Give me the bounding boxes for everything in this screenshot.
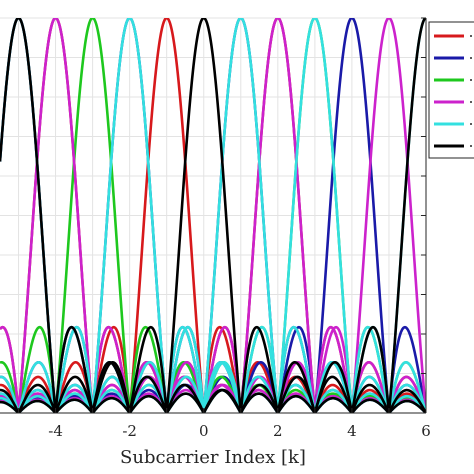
x-tick-label: -2 [122, 422, 137, 440]
series-2-line [0, 18, 426, 413]
x-tick-labels: -4 -2 0 2 4 6 [48, 422, 431, 440]
series-5-line [0, 18, 426, 413]
legend-box [428, 21, 474, 159]
series-6-line [0, 18, 426, 413]
series-6-line [0, 18, 426, 413]
legend-label-stub [470, 35, 472, 37]
series-layer [0, 18, 426, 413]
x-tick-label: 6 [421, 422, 431, 440]
legend-label-stub [470, 79, 472, 81]
x-tick-label: 2 [273, 422, 283, 440]
axes [0, 17, 427, 414]
x-tick-label: 4 [347, 422, 357, 440]
legend [428, 21, 474, 159]
x-tick-label: 0 [199, 422, 209, 440]
x-tick-label: -4 [48, 422, 63, 440]
x-axis-label: Subcarrier Index [k] [120, 447, 306, 468]
legend-label-stub [470, 123, 472, 125]
legend-label-stub [470, 145, 472, 147]
legend-label-stub [470, 101, 472, 103]
legend-label-stub [470, 57, 472, 59]
